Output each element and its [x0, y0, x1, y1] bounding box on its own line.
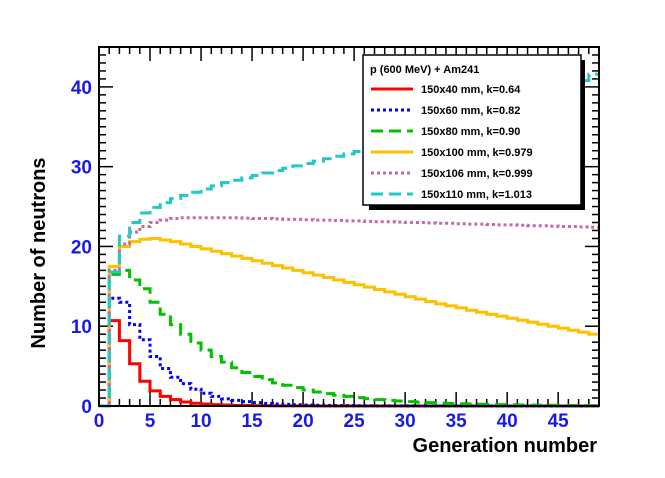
plot-frame	[98, 46, 600, 407]
legend-label-0: 150x40 mm, k=0.64	[421, 84, 521, 96]
x-tick-label: 25	[344, 411, 366, 432]
x-axis-title: Generation number	[413, 435, 598, 457]
series-line-3	[99, 236, 599, 408]
series-line-4	[99, 216, 599, 408]
legend-label-4: 150x106 mm, k=0.999	[421, 168, 533, 180]
legend-items: 150x40 mm, k=0.64 150x60 mm, k=0.82 150x80…	[371, 84, 533, 201]
legend: p (600 MeV) + Am241 150x40 mm, k=0.64150…	[362, 54, 585, 210]
legend-label-5: 150x110 mm, k=1.013	[421, 189, 532, 201]
legend-label-1: 150x60 mm, k=0.82	[421, 105, 520, 117]
axis-ticks	[98, 46, 600, 407]
x-tick-label: 20	[293, 411, 314, 432]
legend-label-3: 150x100 mm, k=0.979	[421, 147, 533, 159]
legend-title: p (600 MeV) + Am241	[370, 64, 479, 76]
y-tick-label: 40	[71, 78, 92, 99]
y-tick-label: 10	[71, 317, 92, 338]
x-tick-label: 30	[395, 411, 416, 432]
x-tick-label: 45	[548, 411, 570, 432]
tick-labels: 0 5 10 15 20 25 30 35 40 45 0 10 20 30 40	[71, 78, 569, 432]
y-axis-title: Number of neutrons	[28, 157, 50, 348]
legend-label-2: 150x80 mm, k=0.90	[421, 126, 520, 138]
y-tick-label: 0	[81, 397, 92, 418]
x-tick-label: 5	[145, 411, 156, 432]
x-tick-label: 0	[94, 411, 105, 432]
x-tick-label: 40	[497, 411, 518, 432]
x-tick-label: 35	[446, 411, 468, 432]
y-tick-label: 20	[71, 237, 92, 258]
y-tick-label: 30	[71, 158, 92, 179]
x-tick-label: 15	[241, 411, 263, 432]
x-tick-label: 10	[190, 411, 211, 432]
series-line-2	[99, 268, 599, 408]
